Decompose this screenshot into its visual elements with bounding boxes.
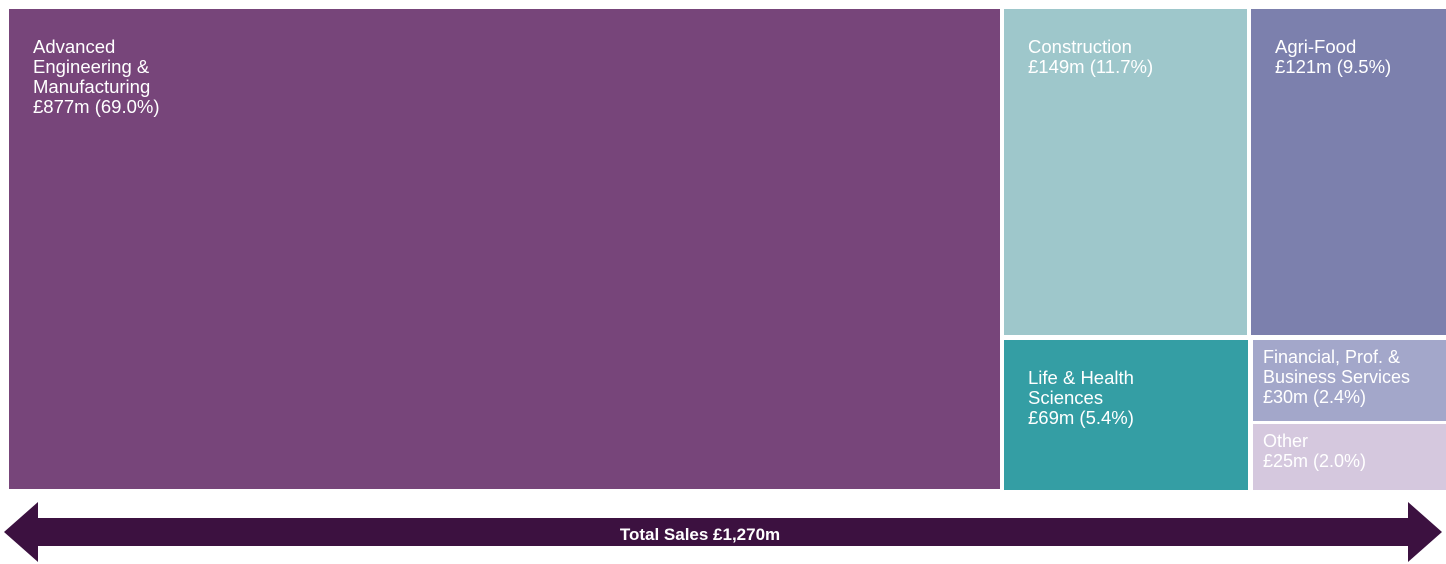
tile-value: £30m (2.4%) <box>1263 387 1367 407</box>
tile-value: £877m (69.0%) <box>33 96 160 117</box>
tile-label-advanced-engineering: Advanced Engineering & Manufacturing £877… <box>33 37 994 117</box>
treemap: Advanced Engineering & Manufacturing £877… <box>9 9 1446 490</box>
tile-name: Agri-Food <box>1275 36 1357 57</box>
tile-value: £25m (2.0%) <box>1263 451 1367 471</box>
tile-value: £69m (5.4%) <box>1028 407 1134 428</box>
tile-value: £121m (9.5%) <box>1275 56 1392 77</box>
tile-name: Life & Health Sciences <box>1028 367 1134 408</box>
tile-name: Advanced Engineering & Manufacturing <box>33 36 151 97</box>
total-sales-arrow <box>4 502 1442 562</box>
treemap-tile-life-health-sciences: Life & Health Sciences £69m (5.4%) <box>1004 340 1248 490</box>
treemap-tile-advanced-engineering: Advanced Engineering & Manufacturing £877… <box>9 9 1000 489</box>
tile-label-agri-food: Agri-Food £121m (9.5%) <box>1275 37 1440 77</box>
treemap-tile-agri-food: Agri-Food £121m (9.5%) <box>1251 9 1446 335</box>
double-arrow-shape <box>4 502 1442 562</box>
tile-label-other: Other £25m (2.0%) <box>1263 431 1440 471</box>
treemap-tile-financial-business-services: Financial, Prof. & Business Services £30m… <box>1253 340 1446 421</box>
treemap-tile-construction: Construction £149m (11.7%) <box>1004 9 1247 335</box>
tile-label-financial-business-services: Financial, Prof. & Business Services £30m… <box>1263 347 1440 407</box>
tile-value: £149m (11.7%) <box>1028 56 1154 77</box>
tile-label-construction: Construction £149m (11.7%) <box>1028 37 1241 77</box>
tile-label-life-health-sciences: Life & Health Sciences £69m (5.4%) <box>1028 368 1242 428</box>
total-sales-label: Total Sales £1,270m <box>619 525 781 544</box>
treemap-tile-other: Other £25m (2.0%) <box>1253 424 1446 490</box>
tile-name: Construction <box>1028 36 1132 57</box>
tile-name: Financial, Prof. & Business Services <box>1263 347 1411 387</box>
tile-name: Other <box>1263 431 1309 451</box>
